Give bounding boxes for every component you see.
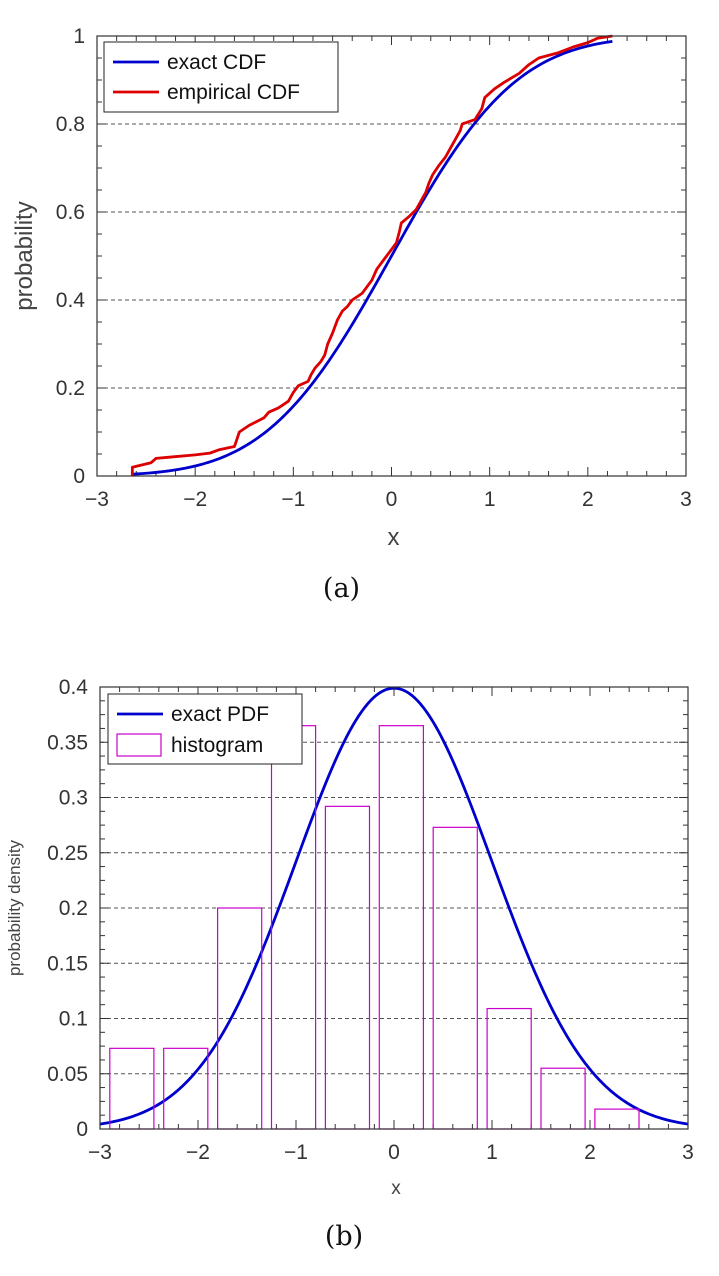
y-tick-label: 0.4 [56,289,86,312]
y-tick-label: 0.8 [56,113,85,136]
legend-label: empirical CDF [167,81,300,104]
y-tick-label: 0.2 [56,377,85,400]
histogram-bar [432,826,478,1130]
legend: exact CDF empirical CDF [103,41,339,113]
x-tick-label: −1 [284,1141,308,1164]
y-tick-label: 0.2 [59,897,88,920]
x-axis-label: x [391,1178,401,1199]
x-axis-label: x [388,524,400,551]
y-tick-label: 0.05 [47,1063,88,1086]
y-tick-label: 1 [73,25,85,48]
y-tick-label: 0 [73,465,85,488]
legend-label: exact CDF [167,51,266,74]
x-tick-label: 2 [582,488,594,511]
y-tick-label: 0 [76,1118,88,1141]
legend-box [103,41,339,113]
histogram-bar [486,1007,532,1130]
x-tick-label: −3 [85,488,109,511]
panel-caption: (b) [325,1221,363,1252]
y-tick-label: 0.35 [47,731,88,754]
exact-cdf-line [131,39,613,476]
x-tick-label: 3 [682,1141,694,1164]
legend-label: exact PDF [171,703,269,726]
x-tick-label: −3 [88,1141,112,1164]
histogram-bar [540,1067,586,1130]
x-tick-label: 1 [484,488,496,511]
histogram-bar [163,1047,209,1130]
legend-label: histogram [171,734,263,757]
y-axis-label: probability density [5,839,24,976]
x-tick-label: −2 [183,488,207,511]
y-tick-label: 0.4 [59,676,89,699]
x-tick-label: 0 [388,1141,400,1164]
empirical-cdf-line [130,34,613,476]
panel-a-cdf-chart: −3 −2 −1 0 1 2 3 0 0.2 0.4 0.6 0.8 1 x probability exac… [11,25,692,604]
legend-box [107,693,303,765]
panel-b-pdf-chart: −3 −2 −1 0 1 2 3 0 0.05 0.1 0.15 0.2 0.25 0.3 0.35 0.4 x… [5,676,694,1252]
y-axis-label: probability [11,201,38,310]
histogram-bar [324,805,371,1130]
x-tick-label: 2 [584,1141,596,1164]
x-tick-label: 3 [680,488,692,511]
y-tick-label: 0.25 [47,842,88,865]
histogram-bar [594,1108,640,1130]
x-tick-label: −2 [186,1141,210,1164]
legend: exact PDF histogram [107,693,303,765]
panel-caption: (a) [323,573,360,604]
y-tick-label: 0.1 [59,1008,88,1031]
x-tick-label: 1 [486,1141,498,1164]
y-tick-label: 0.3 [59,787,88,810]
x-tick-label: −1 [281,488,305,511]
legend-swatch-histogram [116,733,162,757]
y-tick-label: 0.15 [47,952,88,975]
x-tick-label: 0 [386,488,398,511]
histogram-bar [378,725,424,1130]
y-tick-label: 0.6 [56,201,85,224]
histogram-bar [270,725,317,1130]
